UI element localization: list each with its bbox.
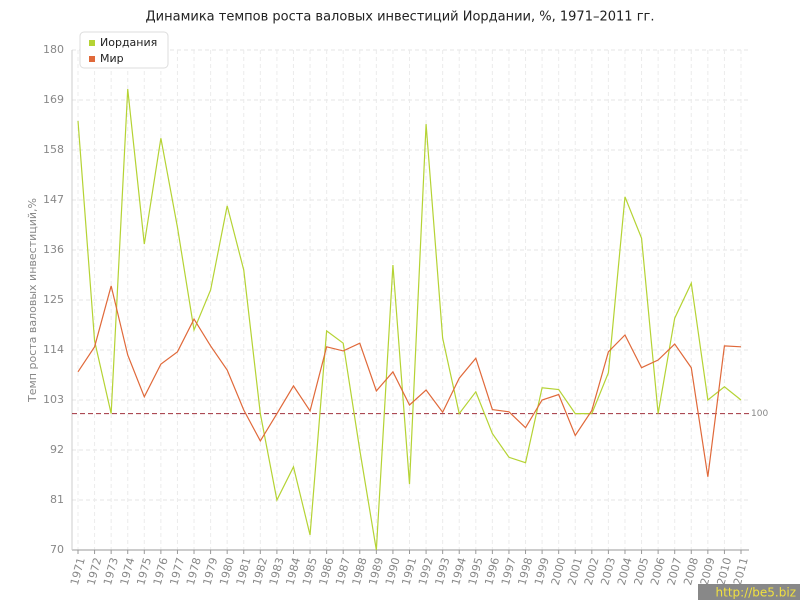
y-axis-label: Темп роста валовых инвестиций,% xyxy=(26,198,39,403)
y-tick-label: 125 xyxy=(43,293,64,306)
series-line xyxy=(77,285,742,477)
y-tick-label: 70 xyxy=(50,543,64,556)
legend-label: Иордания xyxy=(100,36,157,49)
legend-label: Мир xyxy=(100,52,124,65)
y-tick-label: 103 xyxy=(43,393,64,406)
reference-label: 100 xyxy=(751,409,768,419)
y-tick-label: 147 xyxy=(43,193,64,206)
watermark-bg xyxy=(698,584,800,600)
legend-swatch xyxy=(89,40,95,46)
y-tick-label: 114 xyxy=(43,343,64,356)
watermark: http://be5.biz xyxy=(716,586,796,600)
y-tick-label: 136 xyxy=(43,243,64,256)
x-tick-label: 2011 xyxy=(731,556,751,586)
chart-title: Динамика темпов роста валовых инвестиций… xyxy=(146,10,655,25)
series-line xyxy=(77,89,742,551)
y-tick-label: 158 xyxy=(43,143,64,156)
y-tick-label: 81 xyxy=(50,493,64,506)
legend-box xyxy=(79,31,169,69)
legend-swatch xyxy=(89,56,95,62)
y-tick-label: 180 xyxy=(43,43,64,56)
y-tick-label: 169 xyxy=(43,93,64,106)
y-tick-label: 92 xyxy=(50,443,64,456)
